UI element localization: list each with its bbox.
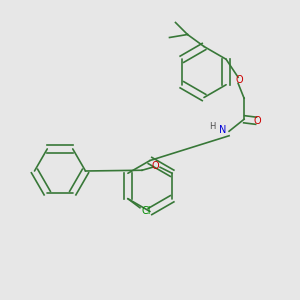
Text: N: N bbox=[219, 125, 227, 135]
Text: H: H bbox=[209, 122, 216, 131]
Text: Cl: Cl bbox=[141, 206, 151, 216]
Text: O: O bbox=[152, 161, 159, 171]
Text: O: O bbox=[254, 116, 261, 126]
Text: O: O bbox=[236, 75, 243, 85]
